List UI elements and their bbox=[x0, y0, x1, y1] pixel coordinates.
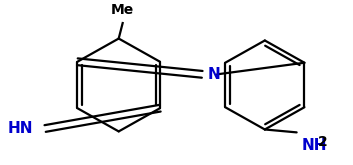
Text: Me: Me bbox=[111, 3, 134, 17]
Text: HN: HN bbox=[8, 121, 33, 136]
Text: 2: 2 bbox=[317, 135, 327, 149]
Text: NH: NH bbox=[301, 138, 327, 153]
Text: N: N bbox=[207, 67, 220, 82]
